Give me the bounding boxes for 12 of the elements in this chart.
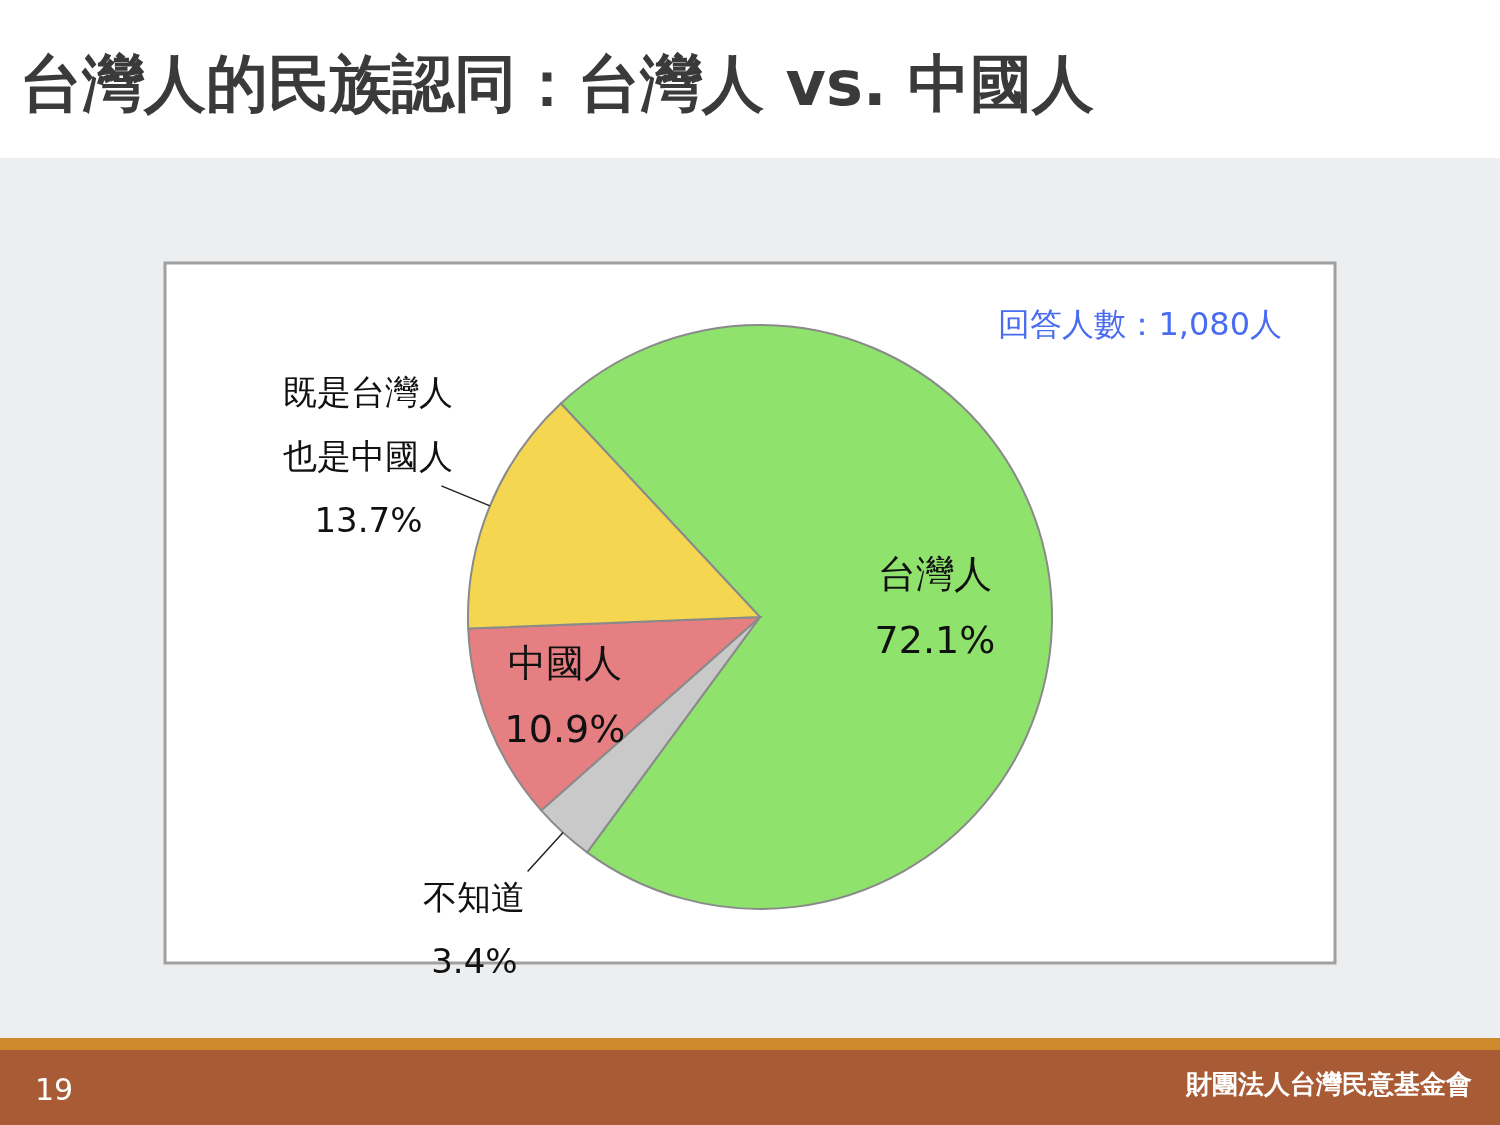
data-label: 72.1% xyxy=(874,618,996,663)
data-label: 3.4% xyxy=(431,941,518,982)
text: 回答人數：1,080人 xyxy=(998,305,1282,343)
text: 19 xyxy=(35,1072,74,1107)
data-label: 13.7% xyxy=(314,499,423,540)
slice-label: 既是台灣人也是中國人 xyxy=(283,371,454,476)
text: 財團法人台灣民意基金會 xyxy=(1185,1069,1472,1099)
chart-title: 台灣人的民族認同：台灣人 vs. 中國人 xyxy=(20,47,1095,120)
data-label: 10.9% xyxy=(504,706,626,751)
slice-label: 不知道 xyxy=(423,877,526,918)
slice-label: 中國人 xyxy=(507,640,622,685)
slice-label: 台灣人 xyxy=(877,552,992,597)
